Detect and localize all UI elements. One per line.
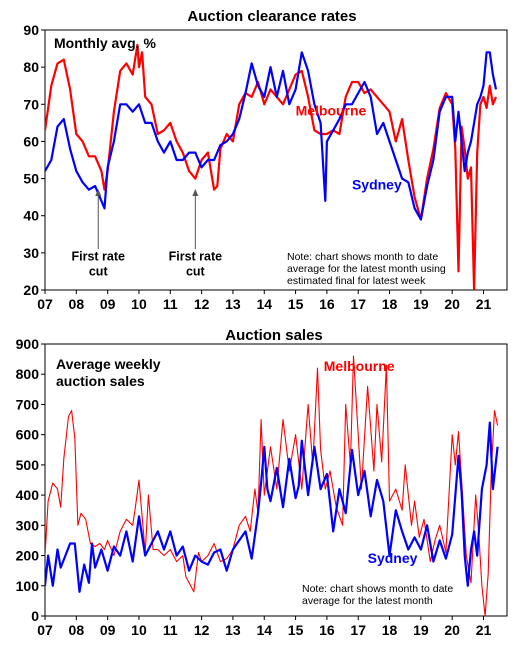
x-tick-label: 18 bbox=[382, 622, 398, 638]
chart-title: Auction clearance rates bbox=[187, 8, 356, 25]
plot-area: 0 100 200 300 400 500 600 700 800 900 07 08 09 10 11 12… bbox=[16, 336, 508, 638]
series-label-melbourne: Melbourne bbox=[324, 358, 395, 374]
y-tick-label: 700 bbox=[16, 396, 40, 412]
chart-note-line: estimated final for latest week bbox=[287, 275, 426, 287]
x-tick-label: 19 bbox=[413, 296, 429, 312]
series-line-sydney bbox=[45, 421, 499, 593]
x-tick-label: 11 bbox=[163, 622, 178, 638]
series-label-sydney: Sydney bbox=[352, 177, 402, 193]
x-tick-label: 14 bbox=[256, 622, 272, 638]
y-tick-label: 20 bbox=[23, 282, 39, 298]
y-tick-label: 200 bbox=[16, 548, 40, 564]
x-tick-label: 19 bbox=[413, 622, 429, 638]
y-tick-label: 800 bbox=[16, 366, 40, 382]
x-tick-label: 11 bbox=[163, 296, 178, 312]
y-tick-label: 50 bbox=[23, 171, 39, 187]
x-tick-label: 10 bbox=[131, 296, 147, 312]
annotation-arrowhead bbox=[95, 189, 102, 196]
x-tick-label: 15 bbox=[288, 622, 304, 638]
series-label-melbourne: Melbourne bbox=[296, 102, 367, 118]
y-tick-label: 600 bbox=[16, 427, 40, 443]
annotation-text: cut bbox=[89, 264, 109, 278]
x-tick-label: 12 bbox=[194, 622, 210, 638]
x-tick-label: 13 bbox=[225, 622, 241, 638]
x-tick-label: 15 bbox=[288, 296, 304, 312]
x-tick-label: 18 bbox=[382, 296, 398, 312]
annotation-text: First rate bbox=[169, 249, 223, 263]
x-tick-label: 12 bbox=[194, 296, 210, 312]
chart-note-line: Note: chart shows month to date bbox=[287, 251, 438, 263]
auction-sales-chart: Auction sales 0 100 200 300 400 500 600 700 800 9… bbox=[16, 327, 508, 638]
x-tick-label: 17 bbox=[350, 296, 366, 312]
x-tick-label: 14 bbox=[256, 296, 272, 312]
chart-note-line: Note: chart shows month to date bbox=[302, 583, 453, 595]
y-tick-label: 40 bbox=[23, 208, 39, 224]
chart-note-line: average for the latest month using bbox=[287, 263, 446, 275]
chart-subtitle: Monthly avg, % bbox=[54, 35, 156, 51]
annotation-arrowhead bbox=[192, 189, 199, 196]
plot-area: 20 30 40 50 60 70 80 90 07 08 09 10 11 12 13 14 15 16 17 18… bbox=[23, 22, 508, 312]
clearance-rates-chart: Auction clearance rates 20 30 40 50 60 70 80 90… bbox=[23, 8, 508, 312]
y-tick-label: 30 bbox=[23, 245, 39, 261]
y-tick-label: 70 bbox=[23, 96, 39, 112]
plot-frame bbox=[44, 343, 508, 617]
annotation-text: First rate bbox=[71, 249, 125, 263]
x-tick-label: 13 bbox=[225, 296, 241, 312]
x-tick-label: 16 bbox=[319, 296, 335, 312]
series-line-melbourne bbox=[45, 355, 499, 616]
chart-note-line: average for the latest month bbox=[302, 595, 433, 607]
x-tick-label: 08 bbox=[69, 296, 85, 312]
plot-frame bbox=[44, 29, 508, 291]
x-tick-label: 09 bbox=[100, 622, 116, 638]
chart-subtitle-line-2: auction sales bbox=[56, 373, 145, 389]
y-tick-label: 60 bbox=[23, 133, 39, 149]
chart-title: Auction sales bbox=[225, 327, 323, 344]
annotation-text: cut bbox=[186, 264, 206, 278]
y-tick-label: 900 bbox=[16, 336, 40, 352]
series-label-sydney: Sydney bbox=[368, 550, 418, 566]
y-tick-label: 300 bbox=[16, 517, 40, 533]
x-tick-label: 21 bbox=[476, 622, 492, 638]
x-tick-label: 20 bbox=[444, 622, 460, 638]
y-tick-label: 500 bbox=[16, 457, 40, 473]
x-tick-label: 09 bbox=[100, 296, 116, 312]
y-tick-label: 400 bbox=[16, 487, 40, 503]
chart-subtitle-line-1: Average weekly bbox=[56, 356, 161, 372]
x-tick-label: 08 bbox=[69, 622, 85, 638]
x-tick-label: 17 bbox=[350, 622, 366, 638]
y-tick-label: 0 bbox=[31, 608, 39, 624]
y-tick-label: 100 bbox=[16, 578, 40, 594]
x-tick-label: 10 bbox=[131, 622, 147, 638]
x-tick-label: 07 bbox=[37, 622, 53, 638]
y-tick-label: 90 bbox=[23, 22, 39, 38]
x-tick-label: 07 bbox=[37, 296, 53, 312]
series-line-sydney bbox=[45, 51, 498, 221]
y-tick-label: 80 bbox=[23, 59, 39, 75]
x-tick-label: 16 bbox=[319, 622, 335, 638]
x-tick-label: 21 bbox=[476, 296, 492, 312]
x-tick-label: 20 bbox=[444, 296, 460, 312]
